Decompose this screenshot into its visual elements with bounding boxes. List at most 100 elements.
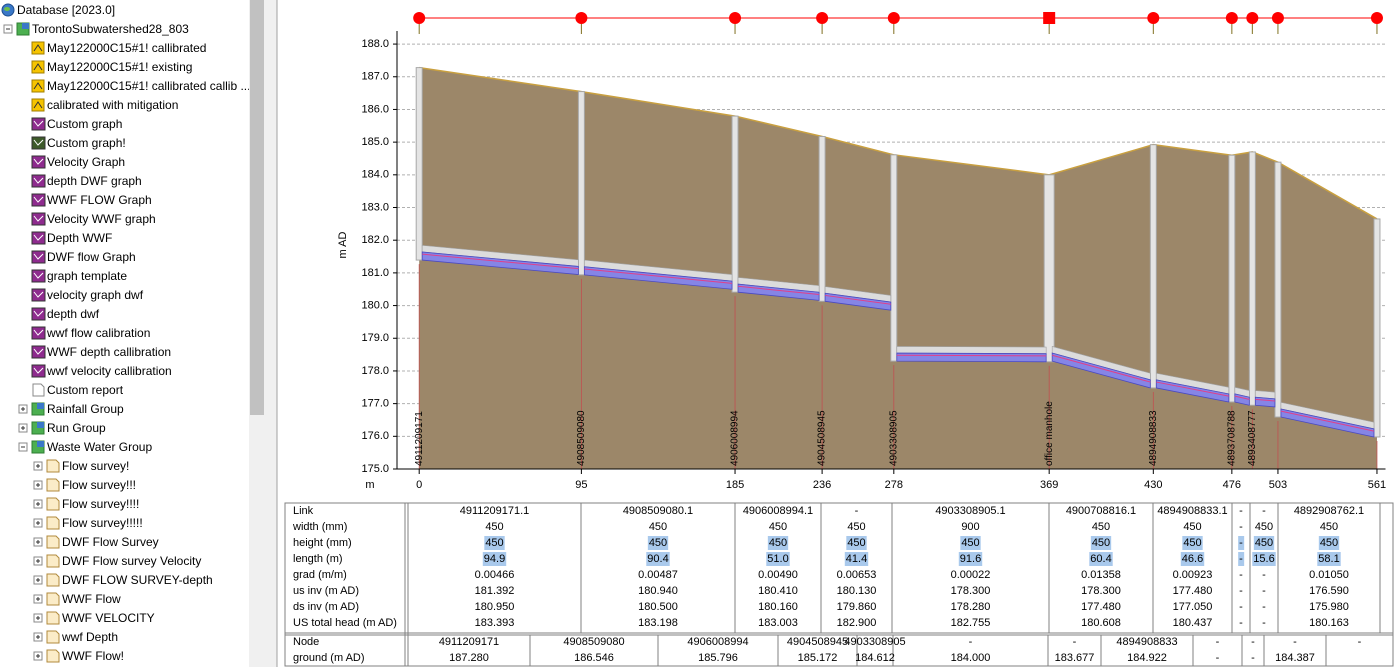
node-cell: 185.796: [698, 652, 738, 664]
node-cell: -: [1251, 636, 1255, 648]
tree-item-label[interactable]: depth dwf: [47, 307, 100, 321]
icon-graph: [31, 212, 46, 226]
node-shaft: [1373, 218, 1381, 438]
tree-item-label[interactable]: Custom graph!: [47, 136, 126, 150]
row-label: ground (m AD): [293, 652, 365, 664]
link-cell: -: [855, 505, 859, 517]
tree-item-label[interactable]: DWF Flow survey Velocity: [62, 554, 201, 568]
scrollbar-thumb[interactable]: [250, 0, 264, 415]
tree-item-label[interactable]: Waste Water Group: [47, 440, 152, 454]
node-marker: [413, 12, 426, 24]
icon-graph-line: [33, 367, 44, 374]
node-cell: 187.280: [449, 652, 489, 664]
tree-item-label[interactable]: Flow survey!!!!!: [62, 516, 143, 530]
icon-graph-line: [33, 253, 44, 260]
tree-item-label[interactable]: Velocity WWF graph: [47, 212, 156, 226]
icon-globe-land: [4, 7, 10, 11]
link-cell: 0.00487: [638, 569, 678, 581]
node-cell: 184.612: [855, 652, 895, 664]
tree-item-label[interactable]: wwf Depth: [61, 630, 118, 644]
link-cell: 176.590: [1309, 585, 1349, 597]
table-frame: [284, 502, 1394, 667]
tree-icon: [46, 478, 60, 492]
tree-item-label[interactable]: Rainfall Group: [47, 402, 124, 416]
tree-item-label[interactable]: Flow survey!!!: [62, 478, 136, 492]
node-cell: -: [1216, 652, 1220, 664]
tree-item-label[interactable]: DWF FLOW SURVEY-depth: [62, 573, 213, 587]
tree-item-label[interactable]: WWF FLOW Graph: [47, 193, 152, 207]
node-marker: [1043, 12, 1056, 24]
link-cell: 177.480: [1173, 585, 1213, 597]
tree-item-label[interactable]: wwf flow calibration: [46, 326, 150, 340]
splitter[interactable]: [265, 0, 277, 667]
link-cell: 90.4: [647, 553, 668, 565]
tree-icon: [31, 79, 45, 93]
tree-item-label[interactable]: DWF flow Graph: [47, 250, 136, 264]
tree-item-label[interactable]: graph template: [47, 269, 127, 283]
y-tick-label: 180.0: [361, 299, 389, 311]
tree-item-label[interactable]: DWF Flow Survey: [62, 535, 159, 549]
link-cell: 179.860: [837, 601, 877, 613]
tree-icon: [31, 345, 46, 359]
cell-highlight: [482, 552, 507, 566]
link-cell: 0.00923: [1173, 569, 1213, 581]
tree-item-label[interactable]: Flow survey!: [62, 459, 129, 473]
ground-fill: [419, 67, 1377, 470]
link-cell: -: [1262, 601, 1266, 613]
tree-item-label[interactable]: velocity graph dwf: [47, 288, 144, 302]
icon-survey: [46, 516, 60, 530]
icon-graph: [31, 155, 46, 169]
tree-item-label[interactable]: May122000C15#1! callibrated: [47, 41, 206, 55]
link-cell: 900: [961, 521, 979, 533]
row-label: Node: [293, 636, 319, 648]
link-cell: 177.480: [1081, 601, 1121, 613]
icon-graph: [31, 326, 46, 340]
link-cell: -: [1262, 617, 1266, 629]
tree-item-label[interactable]: TorontoSubwatershed28_803: [32, 22, 189, 36]
tree-item-label[interactable]: WWF depth callibration: [47, 345, 171, 359]
pipe-soffit-line: [422, 253, 579, 270]
x-axis-label: m: [365, 479, 374, 491]
tree-item-label[interactable]: Custom graph: [47, 117, 122, 131]
icon-survey: [46, 649, 60, 663]
tree-item-label[interactable]: May122000C15#1! existing: [47, 60, 192, 74]
link-cell: 450: [847, 537, 865, 549]
pipe-soffit-line: [1156, 381, 1229, 397]
link-cell: 180.608: [1081, 617, 1121, 629]
icon-run: [31, 98, 45, 112]
tree-item-label[interactable]: calibrated with mitigation: [47, 98, 178, 112]
node-cell: -: [1358, 636, 1362, 648]
tree-item-label[interactable]: wwf velocity callibration: [46, 364, 172, 378]
pipe: [1254, 396, 1276, 408]
tree-item-label[interactable]: Velocity Graph: [47, 155, 125, 169]
icon-group-inner: [37, 441, 44, 447]
icon-graph: [31, 136, 46, 150]
y-tick-label: 187.0: [361, 71, 389, 83]
tree-item-label[interactable]: Flow survey!!!!: [62, 497, 139, 511]
tree-item-label[interactable]: May122000C15#1! callibrated callib ...: [47, 79, 250, 93]
tree-item-label[interactable]: WWF VELOCITY: [62, 611, 155, 625]
icon-run: [31, 79, 45, 93]
tree-item-label[interactable]: WWF Flow!: [62, 649, 124, 663]
node-marker: [816, 12, 829, 24]
link-cell: 4903308905.1: [935, 505, 1005, 517]
icon-graph: [31, 174, 46, 188]
pipe-crown: [896, 346, 1047, 354]
node-cell: -: [1073, 636, 1077, 648]
link-cell: 450: [1092, 537, 1110, 549]
tree-item-label[interactable]: WWF Flow: [62, 592, 121, 606]
icon-graph: [31, 364, 46, 378]
x-tick-label: 503: [1269, 479, 1287, 491]
node-marker: [729, 12, 742, 24]
tree-item-label[interactable]: Depth WWF: [47, 231, 112, 245]
tree-item-label[interactable]: Run Group: [47, 421, 106, 435]
cell-highlight: [1238, 536, 1245, 550]
tree-item-label[interactable]: Custom report: [47, 383, 124, 397]
tree-icon: [31, 193, 46, 207]
tree-item-label[interactable]: depth DWF graph: [47, 174, 142, 188]
link-cell: 0.00490: [758, 569, 798, 581]
tree-item-label[interactable]: Database [2023.0]: [17, 3, 115, 17]
tree-icon: [46, 573, 60, 587]
link-cell: 41.4: [846, 553, 867, 565]
pipe-soffit-line: [1052, 354, 1151, 383]
